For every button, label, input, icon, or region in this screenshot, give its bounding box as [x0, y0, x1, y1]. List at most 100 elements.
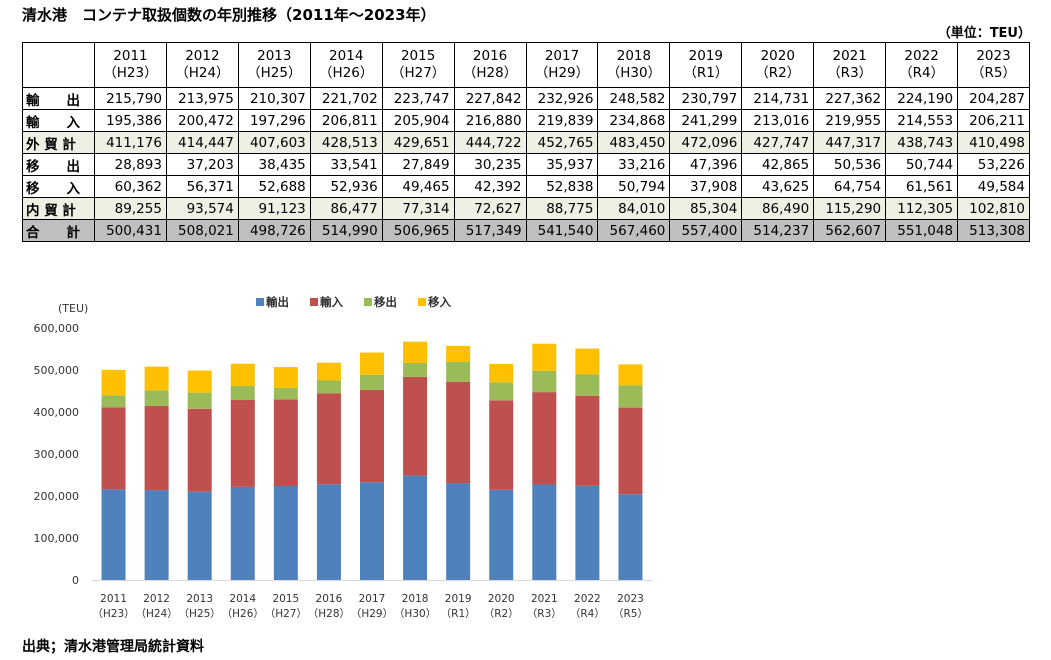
era-label: （H25）: [247, 65, 302, 81]
row-label: 輸 入: [22, 109, 95, 132]
table-cell: 47,396: [669, 153, 743, 176]
table-cell: 197,296: [237, 109, 311, 132]
table-cell: 410,498: [957, 131, 1030, 154]
table-cell: 472,096: [669, 131, 743, 154]
table-cell: 86,477: [309, 197, 383, 220]
y-tick-label: 400,000: [34, 406, 80, 419]
bar-segment: [618, 407, 643, 495]
year-header-2012: 2012 （H24）: [165, 42, 239, 88]
bar-segment: [618, 385, 643, 408]
table-cell: 411,176: [94, 131, 167, 154]
x-tick-label: 2013: [186, 593, 213, 605]
y-tick-label: 200,000: [34, 490, 80, 503]
year-label: 2014: [329, 48, 364, 64]
bar-segment: [230, 400, 255, 487]
table-cell: 221,702: [309, 87, 383, 110]
table-cell: 557,400: [669, 219, 743, 242]
table-cell: 91,123: [237, 197, 311, 220]
bar-segment: [101, 369, 126, 396]
table-cell: 102,810: [957, 197, 1030, 220]
year-header-2017: 2017 （H29）: [525, 42, 599, 88]
bar-segment: [575, 485, 600, 580]
table-cell: 33,541: [309, 153, 383, 176]
y-tick-label: 0: [72, 574, 79, 587]
table-cell: 52,688: [237, 175, 311, 198]
legend-label: 移入: [428, 295, 451, 309]
legend-label: 移出: [374, 295, 397, 309]
stacked-bar-chart: (TEU) 0 100,000 200,000 300,000 400,000 500,00…: [34, 295, 652, 620]
table-cell: 427,747: [741, 131, 815, 154]
bar-segment: [489, 382, 514, 401]
table-header-row: 2011 （H23） 2012 （H24） 2013 （H25） 2014 （H26） 2015…: [22, 42, 1030, 88]
bar-segment: [360, 352, 384, 375]
table-cell: 53,226: [957, 153, 1030, 176]
table-cell: 206,811: [309, 109, 383, 132]
bar-segment: [273, 486, 298, 580]
table-cell: 438,743: [885, 131, 959, 154]
table-cell: 50,794: [597, 175, 671, 198]
table-cell: 513,308: [957, 219, 1030, 242]
row-label: 合 計: [22, 219, 95, 242]
table-cell: 551,048: [885, 219, 959, 242]
x-tick-label: 2011: [100, 593, 127, 605]
bar-segment: [618, 364, 643, 386]
year-label: 2019: [688, 48, 724, 64]
x-tick-sublabel: （H23）: [92, 608, 134, 620]
table-cell: 230,797: [669, 87, 743, 110]
year-header-2018: 2018 （H30）: [597, 42, 671, 88]
table-cell: 195,386: [94, 109, 167, 132]
x-tick-label: 2016: [316, 593, 343, 605]
table-cell: 444,722: [453, 131, 527, 154]
era-label: （H29）: [534, 65, 590, 81]
table-cell: 37,908: [669, 175, 743, 198]
era-label: （H24）: [175, 65, 230, 81]
year-label: 2011: [113, 48, 148, 64]
table-cell: 84,010: [597, 197, 671, 220]
bar-segment: [101, 489, 126, 580]
table-cell: 64,754: [813, 175, 887, 198]
table-row: 外 貿 計 411,176 414,447 407,603 428,513 429,651…: [22, 131, 1030, 154]
table-cell: 37,203: [165, 153, 239, 176]
x-tick-label: 2023: [617, 593, 644, 605]
table-cell: 498,726: [237, 219, 311, 242]
year-header-2014: 2014 （H26）: [309, 42, 383, 88]
era-label: （R4）: [899, 65, 945, 81]
legend-swatch: [364, 298, 372, 306]
table-cell: 223,747: [381, 87, 455, 110]
table-cell: 514,990: [309, 219, 383, 242]
table-cell: 214,553: [885, 109, 959, 132]
table-cell: 500,431: [94, 219, 167, 242]
table-cell: 213,016: [741, 109, 815, 132]
bar-segment: [230, 486, 255, 580]
bar-segment: [618, 494, 643, 580]
bar-segment: [489, 400, 514, 490]
era-label: （H27）: [390, 65, 446, 81]
year-label: 2023: [976, 48, 1011, 64]
table-cell: 88,775: [525, 197, 599, 220]
year-label: 2017: [544, 48, 580, 64]
x-tick-sublabel: （R1）: [441, 608, 476, 620]
table-cell: 85,304: [669, 197, 743, 220]
table-cell: 227,362: [813, 87, 887, 110]
year-label: 2020: [760, 48, 795, 64]
x-tick-sublabel: （H25）: [179, 608, 221, 620]
table-cell: 219,839: [525, 109, 599, 132]
x-tick-label: 2020: [488, 593, 515, 605]
legend-label: 輸入: [320, 295, 343, 309]
bar-segment: [532, 343, 557, 371]
x-tick-label: 2014: [229, 593, 256, 605]
table-cell: 43,625: [741, 175, 815, 198]
x-tick-sublabel: （H30）: [394, 608, 436, 620]
bar-segment: [446, 345, 471, 362]
table-cell: 206,211: [957, 109, 1030, 132]
era-label: （R3）: [827, 65, 873, 81]
bar-segment: [575, 374, 600, 396]
table-cell: 224,190: [885, 87, 959, 110]
table-cell: 205,904: [381, 109, 455, 132]
y-axis-label: (TEU): [58, 302, 88, 315]
title-range: （2011年～2023年）: [277, 6, 436, 24]
year-label: 2012: [185, 48, 220, 64]
row-label: 移 入: [22, 175, 95, 198]
x-tick-label: 2017: [359, 593, 386, 605]
table-cell: 42,392: [453, 175, 527, 198]
